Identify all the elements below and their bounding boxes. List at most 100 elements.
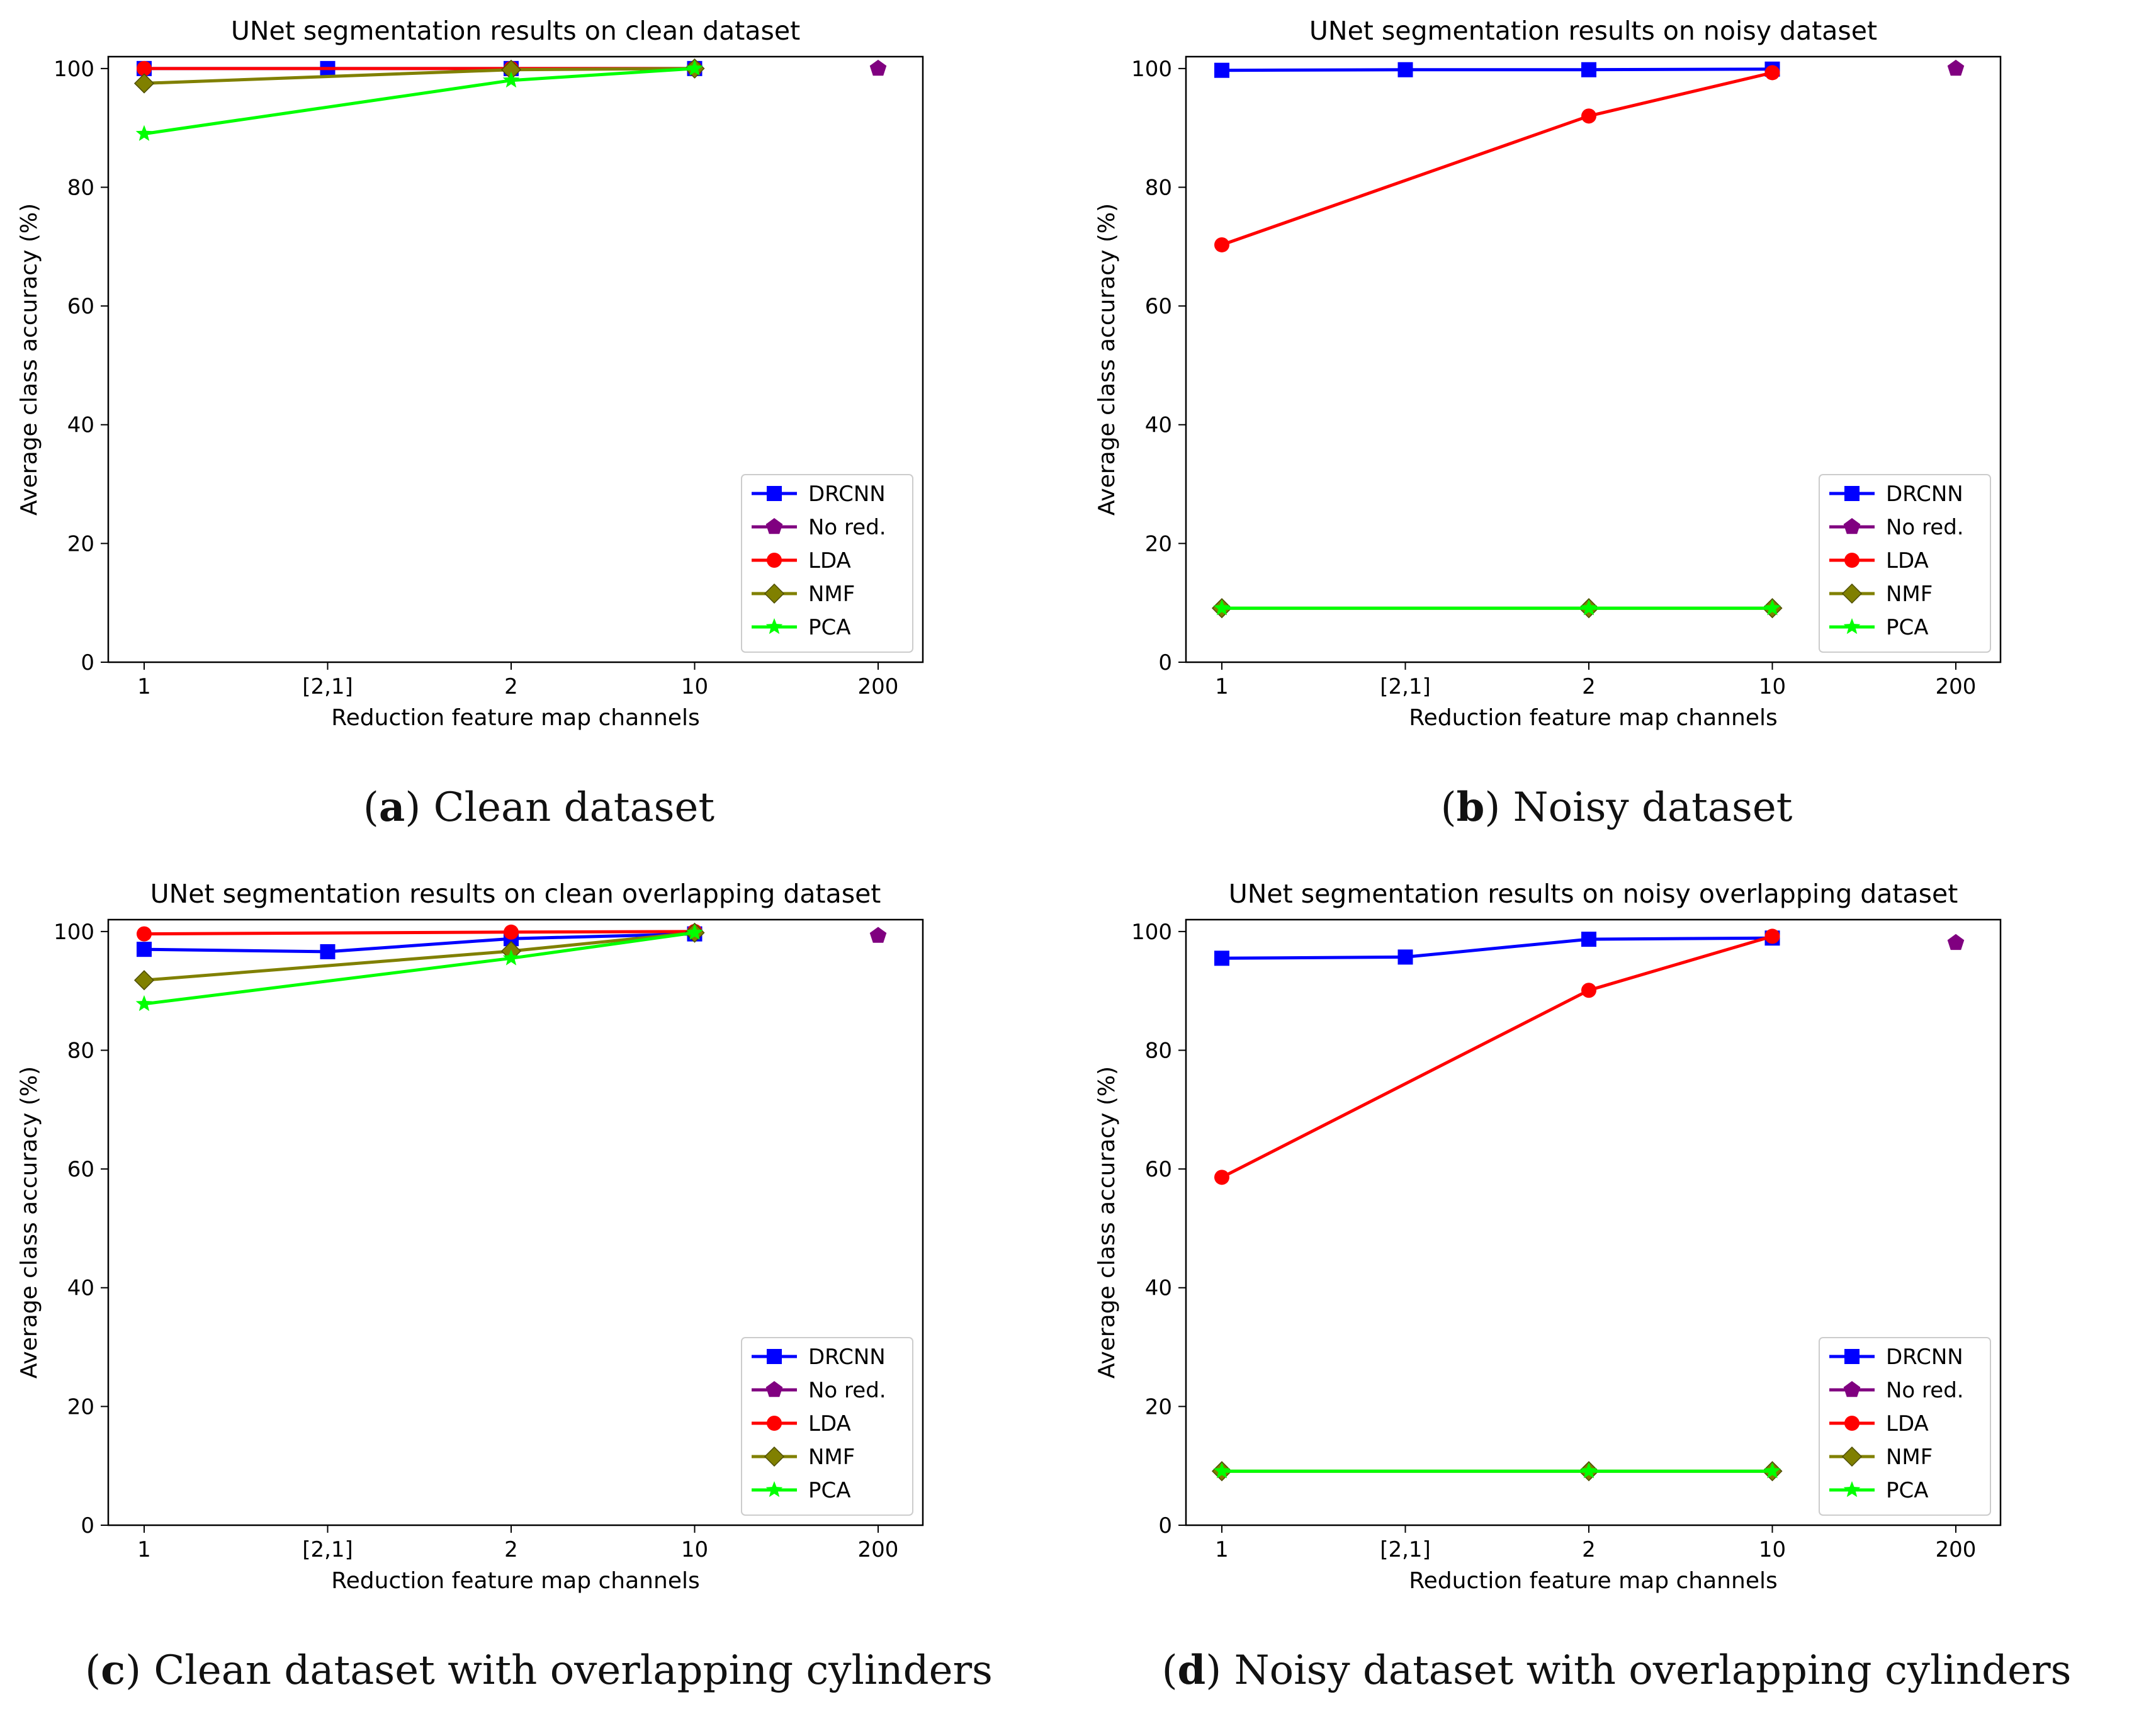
data-point-drcnn [1397,62,1413,77]
x-tick-label: 2 [504,674,518,699]
data-point-lda [504,924,519,940]
series-line-pca [144,67,695,136]
legend-marker-drcnn [767,1349,782,1364]
legend-box [1819,474,1991,653]
data-point-pca [135,995,153,1012]
data-point-lda [1581,108,1596,124]
x-tick-label: 1 [137,1537,151,1562]
series-lda [1214,928,1780,1185]
legend-marker-nmf [1841,583,1863,604]
caption-a: (a) Clean dataset [363,784,715,831]
x-tick-label: [2,1] [302,1537,353,1562]
data-point-drcnn [1214,950,1229,966]
x-tick-label: [2,1] [302,674,353,699]
caption-text: Noisy dataset with overlapping cylinders [1234,1647,2072,1694]
legend-marker-no-red [765,1381,783,1397]
chart-title: UNet segmentation results on clean datas… [231,16,800,46]
x-tick-label: [2,1] [1380,674,1431,699]
legend-label-pca: PCA [1886,1478,1929,1503]
legend-label-lda: LDA [1886,548,1929,573]
data-point-drcnn [137,942,152,957]
y-tick-label: 80 [1145,175,1172,200]
legend-label-drcnn: DRCNN [1886,482,1963,507]
axes-frame [1185,918,2002,1526]
caption-text: Clean dataset with overlapping cylinders [154,1647,993,1694]
chart-title: UNet segmentation results on clean overl… [150,879,881,909]
legend-marker-lda [767,1416,782,1431]
y-axis-label: Average class accuracy (%) [1094,203,1120,516]
panel-c: UNet segmentation results on clean overl… [0,863,1078,1726]
legend-marker-lda [1844,553,1860,568]
series-line-drcnn [1221,936,1773,960]
legend-marker-pca [1843,1481,1861,1498]
data-point-lda [1214,237,1229,252]
data-point-no-red [869,927,887,943]
y-tick-label: 20 [1145,1394,1172,1419]
x-tick-label: 2 [504,1537,518,1562]
data-point-nmf [133,970,155,991]
legend: DRCNN No red. LDA NMF PCA [741,474,913,653]
legend-marker-lda [1844,1416,1860,1431]
legend-label-nmf: NMF [1886,582,1933,607]
legend-marker-pca [1843,618,1861,635]
data-point-no-red [1947,934,1965,950]
y-tick-label: 100 [1131,57,1172,82]
data-point-pca [502,949,520,966]
y-tick-label: 60 [67,1157,94,1182]
legend-label-pca: PCA [808,1478,851,1503]
caption-letter: c [101,1647,126,1694]
caption-d: (d) Noisy dataset with overlapping cylin… [1161,1647,2072,1694]
chart-noisy-overlapping-dataset: UNet segmentation results on noisy overl… [1094,879,2002,1594]
y-tick-label: 40 [67,1276,94,1301]
legend-label-nmf: NMF [808,1445,855,1470]
legend: DRCNN No red. LDA NMF PCA [741,1337,913,1516]
y-axis-label: Average class accuracy (%) [16,1066,42,1379]
legend: DRCNN No red. LDA NMF PCA [1819,1337,1991,1516]
data-point-drcnn [1214,62,1229,78]
y-tick-label: 0 [81,650,94,675]
x-tick-label: 10 [1759,1537,1786,1562]
data-point-lda [1581,983,1596,998]
x-tick-label: 10 [681,674,708,699]
data-point-pca [1580,1462,1598,1479]
panel-a: UNet segmentation results on clean datas… [0,0,1078,863]
x-tick-label: 200 [1936,674,1977,699]
caption-letter: b [1456,784,1485,831]
axes-frame [107,55,924,663]
legend-label-nmf: NMF [808,582,855,607]
legend-marker-lda [767,553,782,568]
legend-label-lda: LDA [1886,1411,1929,1436]
caption-letter: d [1177,1647,1206,1694]
data-point-nmf [133,73,155,94]
series-pca [135,923,703,1012]
data-point-lda [1214,1170,1229,1185]
y-tick-label: 80 [67,1038,94,1063]
legend-label-drcnn: DRCNN [808,482,886,507]
x-tick-label: 2 [1582,674,1596,699]
legend-label-nmf: NMF [1886,1445,1933,1470]
data-point-drcnn [1397,949,1413,965]
series-no-red [1947,934,1965,950]
legend-label-drcnn: DRCNN [808,1345,886,1370]
legend-label-no-red: No red. [808,515,886,540]
data-point-pca [686,59,703,76]
data-point-pca [135,125,153,141]
x-tick-label: 200 [858,1537,899,1562]
series-pca [135,59,703,141]
legend-marker-nmf [764,1446,785,1467]
y-tick-label: 0 [1158,650,1172,675]
chart-noisy-dataset: UNet segmentation results on noisy datas… [1094,16,2002,731]
x-axis-label: Reduction feature map channels [331,1568,699,1594]
panel-b: UNet segmentation results on noisy datas… [1078,0,2155,863]
chart-clean-overlapping-dataset: UNet segmentation results on clean overl… [16,879,924,1594]
series-line-lda [144,930,695,936]
series-pca [1213,599,1781,616]
x-axis-label: Reduction feature map channels [331,705,699,731]
legend-marker-drcnn [1844,486,1860,501]
panel-d: UNet segmentation results on noisy overl… [1078,863,2155,1726]
legend-marker-no-red [1843,1381,1861,1397]
y-tick-label: 60 [67,294,94,319]
legend-label-pca: PCA [1886,615,1929,640]
y-tick-label: 60 [1145,1157,1172,1182]
series-pca [1213,1462,1781,1479]
